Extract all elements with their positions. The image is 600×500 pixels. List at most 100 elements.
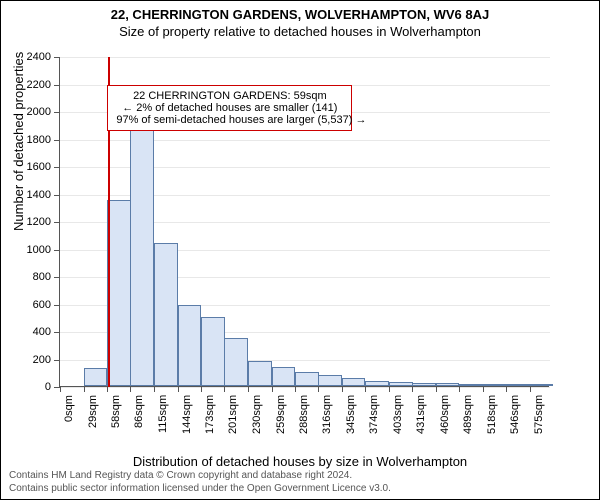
y-tick-label: 1000 [27,244,51,256]
y-axis-title: Number of detached properties [11,52,26,231]
y-tick [54,195,60,196]
x-tick-label: 86sqm [133,395,145,428]
x-tick [318,386,319,392]
x-tick-label: 489sqm [462,395,474,434]
histogram-bar [295,372,319,386]
y-tick [54,360,60,361]
histogram-bar [154,243,178,386]
y-tick [54,57,60,58]
x-tick [248,386,249,392]
gridline-h [60,387,550,388]
x-tick-label: 173sqm [204,395,216,434]
x-tick [342,386,343,392]
histogram-bar [107,200,131,386]
x-tick [60,386,61,392]
x-tick [389,386,390,392]
x-tick-label: 288sqm [298,395,310,434]
histogram-bar [224,338,248,386]
y-tick [54,305,60,306]
x-tick-label: 546sqm [509,395,521,434]
plot-area: 0200400600800100012001400160018002000220… [59,57,549,387]
x-tick-label: 374sqm [368,395,380,434]
x-tick [436,386,437,392]
histogram-bar [342,378,366,386]
x-tick [483,386,484,392]
y-tick-label: 800 [33,271,51,283]
y-tick [54,140,60,141]
y-tick-label: 2200 [27,79,51,91]
y-tick [54,85,60,86]
histogram-bar [272,367,296,386]
y-tick-label: 200 [33,354,51,366]
x-tick [154,386,155,392]
x-tick [84,386,85,392]
histogram-bar [530,384,554,386]
histogram-bar [412,383,436,386]
x-tick [130,386,131,392]
annotation-box: 22 CHERRINGTON GARDENS: 59sqm← 2% of det… [107,85,352,131]
y-tick [54,250,60,251]
chart-area: 0200400600800100012001400160018002000220… [59,57,587,417]
y-tick-label: 600 [33,299,51,311]
x-tick [272,386,273,392]
x-tick-label: 58sqm [110,395,122,428]
y-tick-label: 1600 [27,161,51,173]
page-title: 22, CHERRINGTON GARDENS, WOLVERHAMPTON, … [1,7,599,22]
x-tick-label: 431sqm [415,395,427,434]
y-tick-label: 0 [45,381,51,393]
histogram-bar [84,368,108,386]
x-tick-label: 201sqm [227,395,239,434]
histogram-bar [459,384,483,386]
x-tick-label: 115sqm [157,395,169,433]
x-tick-label: 230sqm [251,395,263,434]
x-tick [459,386,460,392]
histogram-bar [365,381,389,387]
x-tick-label: 575sqm [533,395,545,434]
y-tick-label: 1400 [27,189,51,201]
histogram-bar [506,384,530,386]
x-tick-label: 144sqm [181,395,193,434]
annotation-line-1: ← 2% of detached houses are smaller (141… [116,102,343,114]
footer-line1: Contains HM Land Registry data © Crown c… [9,470,591,483]
x-tick [365,386,366,392]
annotation-line-2: 97% of semi-detached houses are larger (… [116,114,343,126]
x-tick-label: 518sqm [486,395,498,434]
y-tick-label: 1200 [27,216,51,228]
histogram-bar [178,305,202,386]
x-tick-label: 403sqm [392,395,404,434]
x-tick [530,386,531,392]
x-tick-label: 316sqm [321,395,333,434]
histogram-bar [436,383,460,386]
x-tick-label: 460sqm [439,395,451,434]
y-tick [54,112,60,113]
histogram-bar [201,317,225,386]
footer-line2: Contains public sector information licen… [9,483,591,496]
y-tick [54,222,60,223]
x-axis-title: Distribution of detached houses by size … [1,454,599,469]
histogram-bar [248,361,272,386]
y-tick-label: 2400 [27,51,51,63]
y-tick [54,167,60,168]
histogram-bar [130,128,154,387]
histogram-bar [389,382,413,386]
gridline-h [60,57,550,58]
x-tick [178,386,179,392]
x-tick [412,386,413,392]
figure-container: 22, CHERRINGTON GARDENS, WOLVERHAMPTON, … [0,0,600,500]
y-tick-label: 1800 [27,134,51,146]
y-tick [54,277,60,278]
x-tick [295,386,296,392]
annotation-line-0: 22 CHERRINGTON GARDENS: 59sqm [116,90,343,102]
histogram-bar [318,375,342,386]
y-tick-label: 400 [33,326,51,338]
y-tick [54,332,60,333]
x-tick [201,386,202,392]
x-tick [506,386,507,392]
x-tick [224,386,225,392]
x-tick-label: 29sqm [87,395,99,428]
x-tick-label: 259sqm [275,395,287,434]
y-tick-label: 2000 [27,106,51,118]
footer: Contains HM Land Registry data © Crown c… [9,470,591,495]
subtitle: Size of property relative to detached ho… [1,24,599,39]
x-tick-label: 345sqm [345,395,357,434]
